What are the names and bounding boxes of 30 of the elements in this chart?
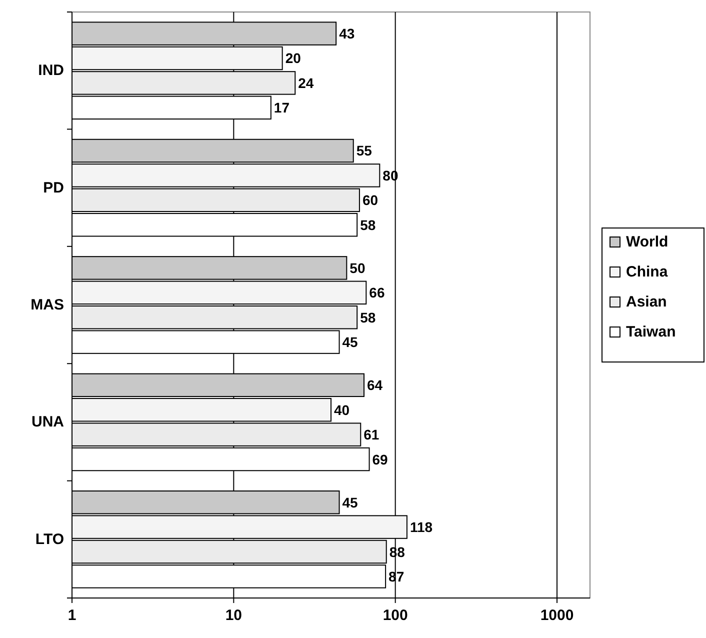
data-label: 118 <box>410 519 433 536</box>
data-label: 24 <box>298 74 314 91</box>
data-label: 58 <box>360 216 376 233</box>
data-label: 43 <box>339 26 355 42</box>
x-tick-label: 1 <box>68 607 76 624</box>
legend-label: China <box>626 264 668 280</box>
legend-label: Taiwan <box>626 324 676 340</box>
data-label: 50 <box>350 260 366 276</box>
y-tick-label: PD <box>43 179 64 196</box>
data-label: 61 <box>364 426 380 443</box>
data-label: 20 <box>285 50 302 66</box>
data-label: 69 <box>372 451 388 468</box>
legend-label: World <box>626 234 668 250</box>
data-label: 64 <box>367 377 383 394</box>
data-label: 66 <box>369 284 385 301</box>
data-label: 40 <box>334 402 350 418</box>
x-tick-label: 100 <box>382 607 408 624</box>
data-label: 45 <box>342 334 358 350</box>
legend-label: Asian <box>626 294 667 310</box>
data-label: 60 <box>362 192 378 208</box>
y-tick-label: UNA <box>32 414 64 431</box>
data-label: 55 <box>356 142 372 159</box>
x-tick-label: 10 <box>225 607 242 624</box>
data-label: 58 <box>360 309 376 326</box>
data-label: 17 <box>274 100 290 116</box>
data-label: 45 <box>342 494 358 510</box>
x-tick-label: 1000 <box>540 607 574 624</box>
y-tick-label: IND <box>38 62 64 80</box>
y-tick-label: MAS <box>30 296 64 314</box>
y-tick-label: LTO <box>35 530 64 548</box>
